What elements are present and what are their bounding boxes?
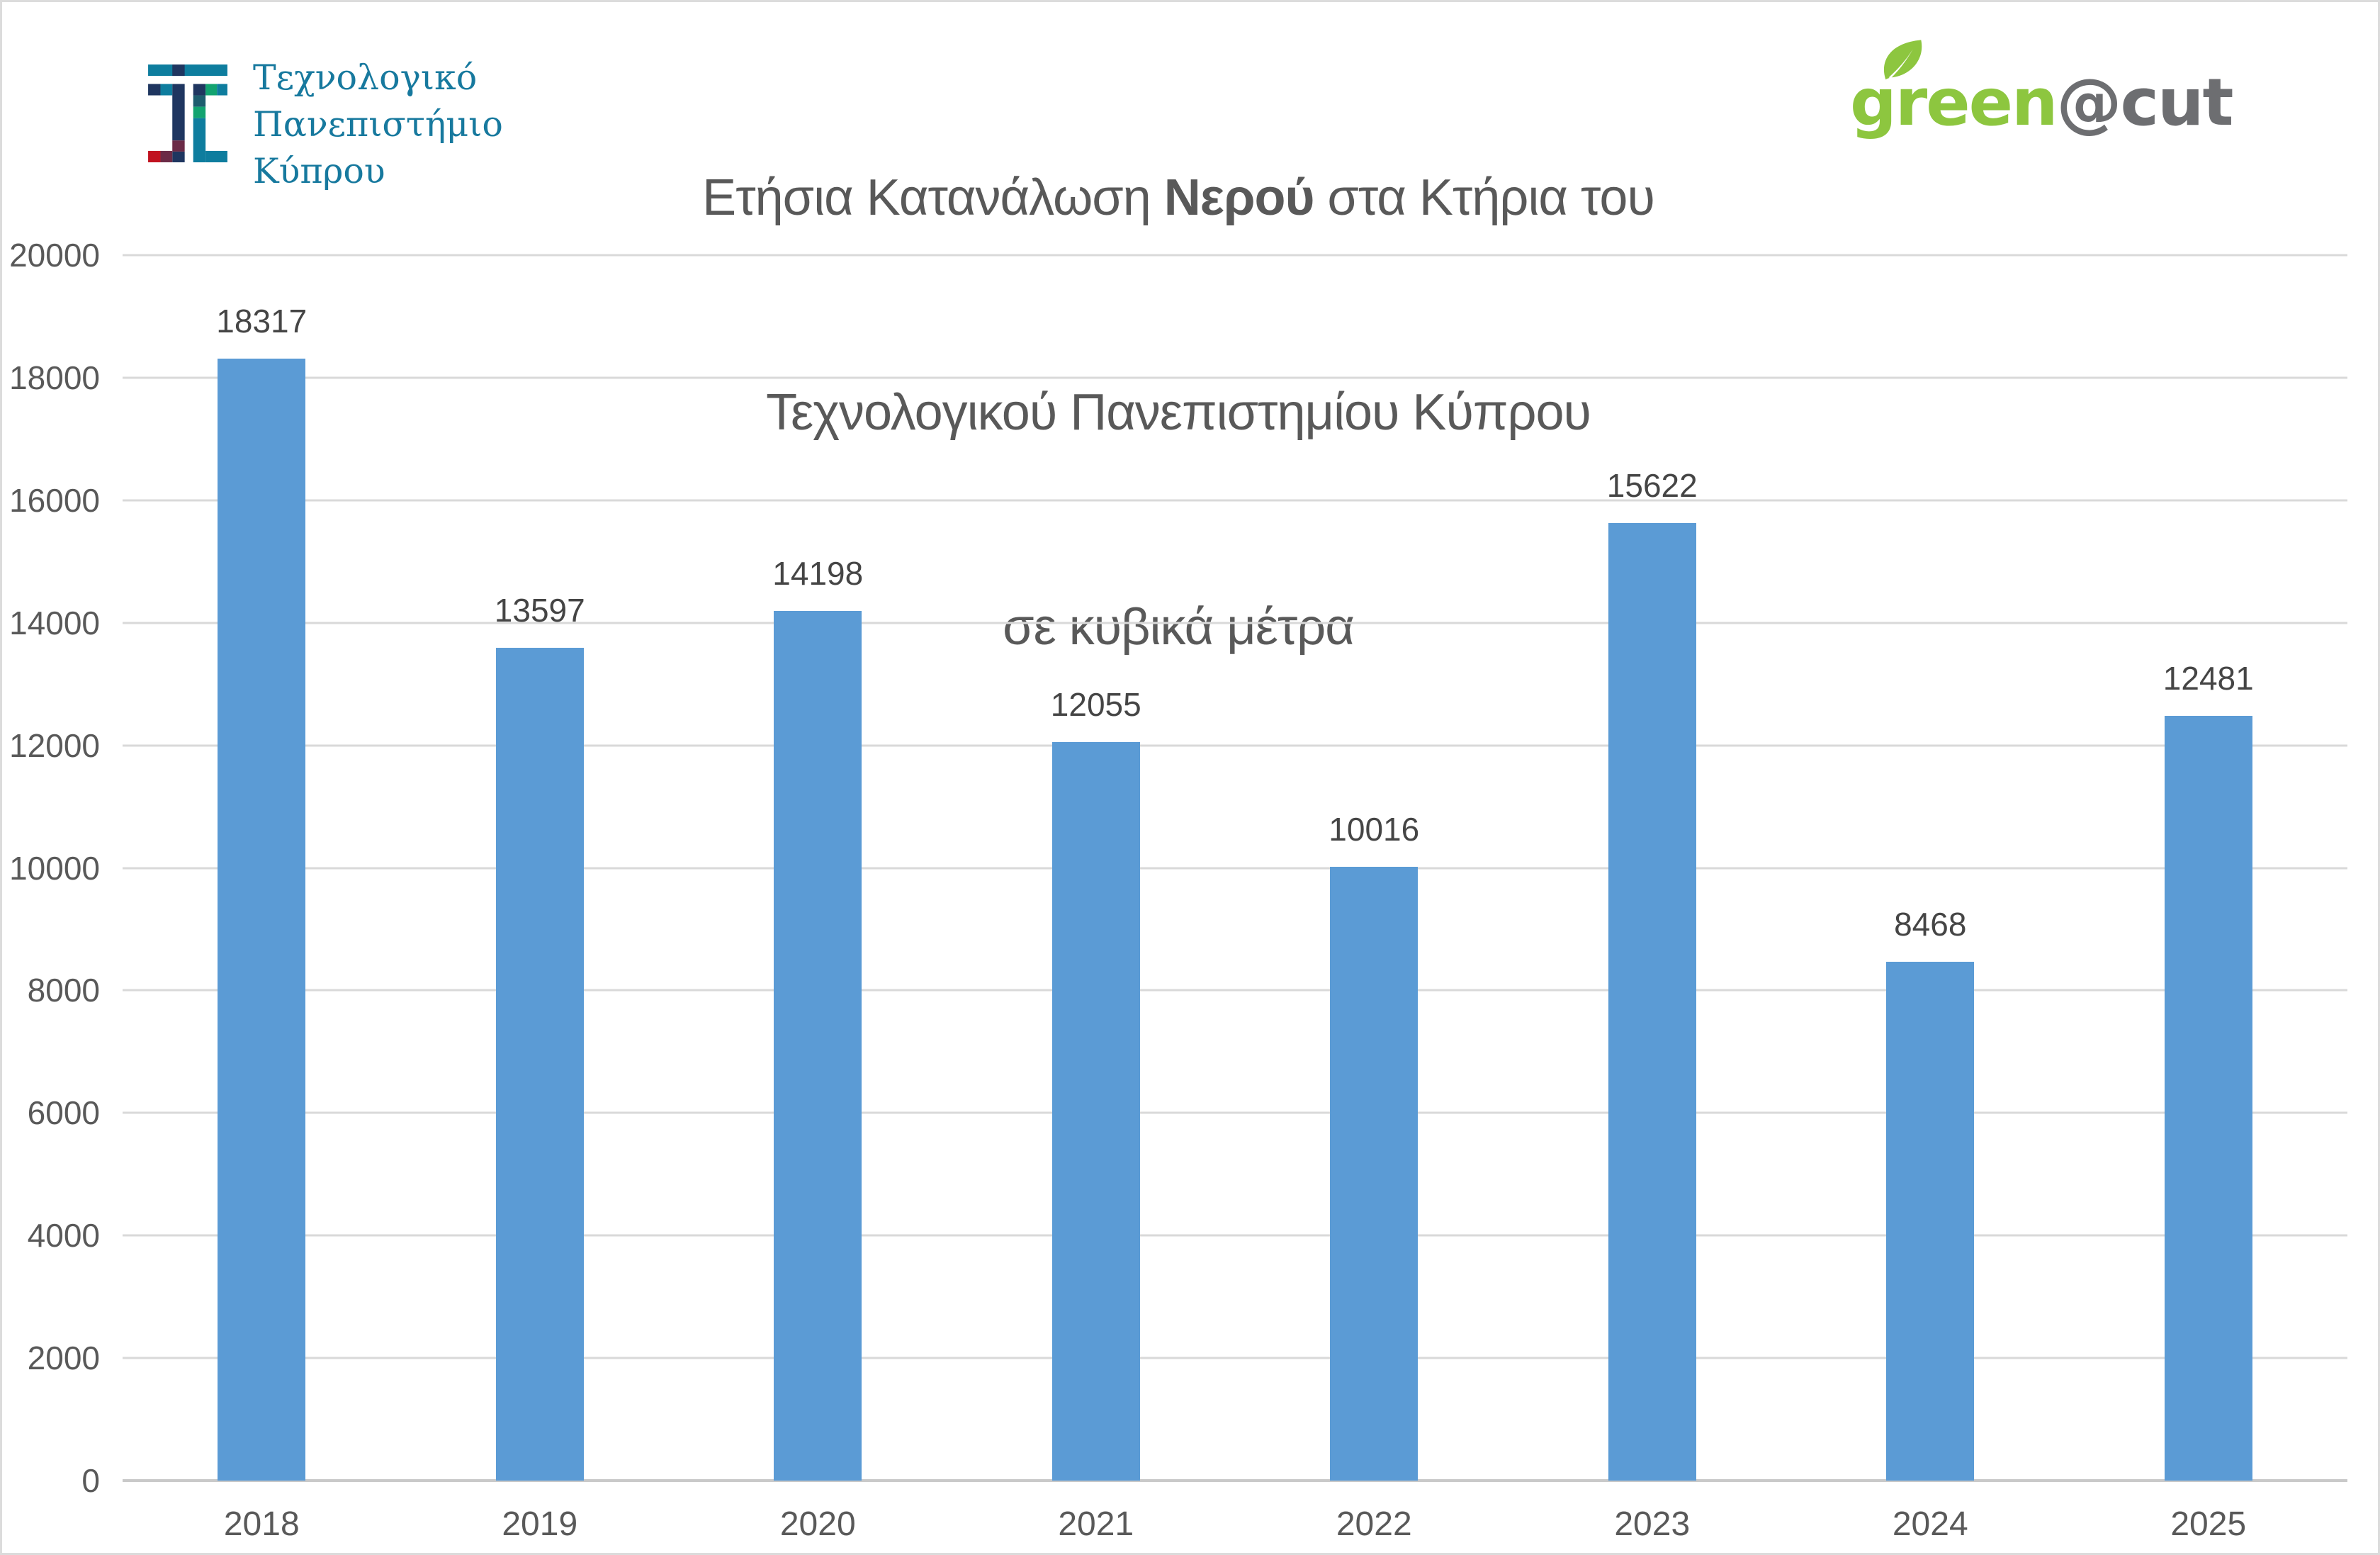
y-axis-tick-label: 20000 xyxy=(9,237,100,274)
bar xyxy=(1051,741,1140,1481)
bar xyxy=(774,610,862,1481)
bar xyxy=(1886,961,1975,1481)
cut-mosaic-logo xyxy=(148,64,227,162)
gridline xyxy=(123,744,2347,747)
bar xyxy=(495,647,584,1481)
bar xyxy=(1330,867,1419,1481)
bar xyxy=(2164,716,2252,1481)
y-axis-tick-label: 0 xyxy=(81,1462,100,1499)
x-axis-tick-label: 2023 xyxy=(1614,1505,1691,1543)
y-axis-tick-label: 8000 xyxy=(27,972,100,1009)
gridline xyxy=(123,622,2347,624)
bar-value-label: 8468 xyxy=(1894,905,1967,943)
gridline xyxy=(123,499,2347,502)
gridline xyxy=(123,1234,2347,1237)
university-name-line: Τεχνολογικό xyxy=(253,57,478,98)
chart-title-line1: Ετήσια Κατανάλωση Νερού στα Κτήρια του xyxy=(626,162,1731,234)
bar-value-label: 14198 xyxy=(772,554,864,592)
x-axis-tick-label: 2021 xyxy=(1058,1505,1134,1543)
x-axis-tick-label: 2019 xyxy=(502,1505,578,1543)
y-axis-tick-label: 6000 xyxy=(27,1094,100,1132)
gridline xyxy=(123,254,2347,257)
x-axis-tick-label: 2022 xyxy=(1336,1505,1412,1543)
gridline xyxy=(123,867,2347,869)
title-text: Ετήσια Κατανάλωση xyxy=(702,169,1164,226)
x-axis-tick-label: 2018 xyxy=(223,1505,300,1543)
gridline xyxy=(123,1111,2347,1114)
gridline xyxy=(123,376,2347,379)
y-axis-tick-label: 16000 xyxy=(9,481,100,519)
greenatcut-logo: green@cut xyxy=(1850,40,2234,140)
gridline xyxy=(123,1357,2347,1359)
x-axis-line xyxy=(123,1479,2347,1482)
university-name-line: Πανεπιστήμιο xyxy=(253,104,503,145)
bar xyxy=(218,358,306,1481)
y-axis-tick-label: 4000 xyxy=(27,1217,100,1254)
y-axis-tick-label: 2000 xyxy=(27,1340,100,1377)
bar xyxy=(1608,523,1696,1481)
chart-title-line3: σε κυβικά μέτρα xyxy=(1003,599,1355,656)
x-axis-tick-label: 2024 xyxy=(1892,1505,1968,1543)
bar-chart-plot-area: 0 2000 4000 6000 8000 10000 12000 14000 16000 180… xyxy=(9,237,2347,1543)
bar-value-label: 15622 xyxy=(1606,467,1698,505)
x-axis-tick-label: 2025 xyxy=(2170,1505,2247,1543)
y-axis-tick-label: 18000 xyxy=(9,359,100,396)
brand-green-text: green xyxy=(1850,64,2058,140)
university-name: Τεχνολογικό Πανεπιστήμιο Κύπρου xyxy=(253,55,503,195)
y-axis-tick-label: 10000 xyxy=(9,849,100,887)
bar-value-label: 10016 xyxy=(1329,811,1420,848)
y-axis-tick-label: 12000 xyxy=(9,726,100,764)
chart-title-line2: Τεχνολογικού Πανεπιστημίου Κύπρου xyxy=(766,384,1591,441)
title-bold-word: Νερού xyxy=(1163,169,1315,226)
bar-value-label: 18317 xyxy=(216,302,308,339)
gridline xyxy=(123,989,2347,992)
x-axis-tick-label: 2020 xyxy=(779,1505,856,1543)
brand-cut-text: @cut xyxy=(2056,64,2234,140)
university-name-line: Κύπρου xyxy=(253,151,385,191)
title-text: στα Κτήρια του xyxy=(1314,169,1654,226)
y-axis-tick-label: 14000 xyxy=(9,604,100,641)
bar-value-label: 13597 xyxy=(494,591,585,629)
leaf-icon xyxy=(1883,40,1922,80)
chart-title: Ετήσια Κατανάλωση Νερού στα Κτήρια του Τ… xyxy=(626,19,1731,807)
bar-value-label: 12481 xyxy=(2162,660,2254,697)
bar-value-label: 12055 xyxy=(1050,685,1141,723)
